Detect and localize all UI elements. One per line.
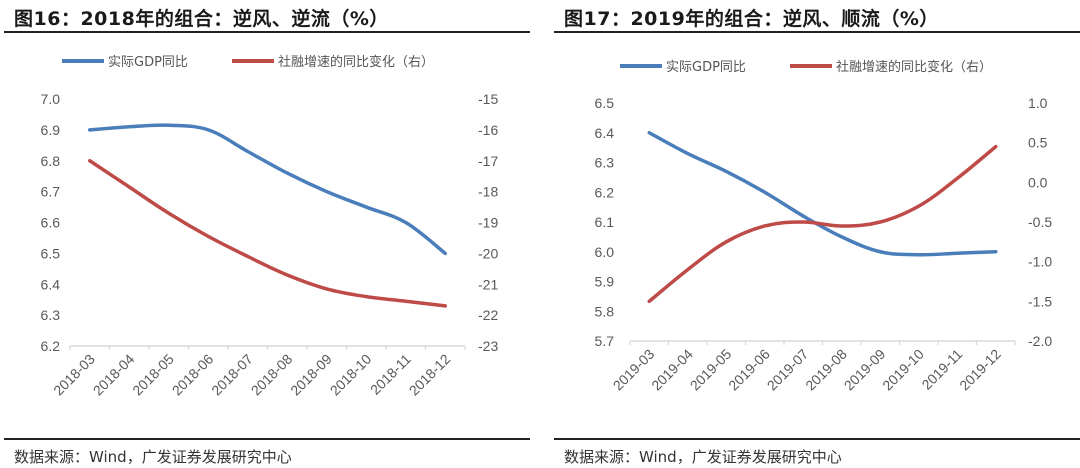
- y-right-tick-label: -0.5: [1028, 214, 1052, 230]
- x-tick-label: 2018-03: [50, 351, 98, 399]
- y-right-tick-label: 0.5: [1028, 135, 1048, 151]
- y-left-tick-label: 6.2: [41, 338, 61, 354]
- y-left-tick-label: 6.9: [41, 122, 61, 138]
- y-right-tick-label: -23: [478, 338, 498, 354]
- x-tick-label: 2018-04: [90, 351, 138, 399]
- x-tick-label: 2019-04: [648, 346, 696, 394]
- source-note: 数据来源：Wind，广发证券发展研究中心: [564, 448, 842, 466]
- y-left-tick-label: 6.3: [41, 307, 61, 323]
- y-left-tick-label: 6.4: [595, 125, 615, 141]
- source-rule: [4, 438, 530, 440]
- series-line-gdp: [88, 123, 447, 256]
- y-left-tick-label: 5.9: [595, 274, 615, 290]
- y-right-tick-label: -22: [478, 307, 498, 323]
- y-left-tick-label: 5.8: [595, 303, 615, 319]
- source-note: 数据来源：Wind，广发证券发展研究中心: [14, 448, 292, 466]
- y-right-tick-label: -18: [478, 184, 498, 200]
- y-left-tick-label: 6.5: [41, 245, 61, 261]
- x-tick-label: 2018-06: [169, 351, 217, 399]
- title-rule: [554, 31, 1080, 33]
- x-tick-label: 2019-05: [687, 346, 735, 394]
- x-tick-label: 2018-09: [287, 351, 335, 399]
- y-left-tick-label: 6.0: [595, 244, 615, 260]
- chart-panel-2019: 图17：2019年的组合：逆风、顺流（%） 实际GDP同比 社融增速的同比变化（右…: [550, 0, 1080, 468]
- y-left-tick-label: 6.1: [595, 214, 615, 230]
- y-right-tick-label: 1.0: [1028, 95, 1048, 111]
- legend-label-tsf: 社融增速的同比变化（右）: [278, 54, 434, 70]
- series-line-tsf: [88, 159, 447, 308]
- x-tick-label: 2018-12: [406, 351, 454, 399]
- legend-label-gdp: 实际GDP同比: [666, 60, 746, 75]
- series-line-gdp: [647, 131, 998, 257]
- y-left-tick-label: 5.7: [595, 333, 615, 349]
- y-right-tick-label: -16: [478, 122, 498, 138]
- x-tick-label: 2018-08: [248, 351, 296, 399]
- y-right-tick-label: 0.0: [1028, 174, 1048, 190]
- chart-title: 图17：2019年的组合：逆风、顺流（%）: [564, 8, 939, 30]
- x-tick-label: 2018-11: [367, 351, 414, 398]
- chart-title: 图16：2018年的组合：逆风、逆流（%）: [14, 8, 389, 30]
- y-right-tick-label: -1.5: [1028, 293, 1052, 309]
- source-rule: [554, 438, 1080, 440]
- y-left-tick-label: 6.7: [41, 184, 61, 200]
- x-tick-label: 2018-05: [129, 351, 177, 399]
- x-tick-label: 2019-09: [841, 346, 889, 394]
- x-tick-label: 2019-07: [764, 346, 812, 394]
- title-rule: [4, 31, 530, 33]
- chart-2018: 实际GDP同比 社融增速的同比变化（右） 7.0 6.9 6.8 6.7 6.6 6.5 6.4…: [41, 54, 499, 399]
- x-tick-label: 2018-10: [327, 351, 375, 399]
- x-tick-label: 2019-10: [879, 346, 927, 394]
- legend-label-gdp: 实际GDP同比: [108, 55, 188, 70]
- series-line-tsf: [647, 144, 998, 304]
- y-left-tick-label: 6.8: [41, 153, 61, 169]
- y-right-tick-label: -21: [478, 276, 498, 292]
- y-left-tick-label: 7.0: [41, 91, 61, 107]
- y-right-tick-label: -17: [478, 153, 498, 169]
- legend-label-tsf: 社融增速的同比变化（右）: [836, 59, 992, 75]
- y-right-tick-label: -15: [478, 91, 498, 107]
- y-left-tick-label: 6.5: [595, 95, 615, 111]
- chart-panel-2018: 图16：2018年的组合：逆风、逆流（%） 实际GDP同比 社融增速的同比变化（右…: [0, 0, 530, 468]
- y-left-tick-label: 6.4: [41, 276, 61, 292]
- y-left-tick-label: 6.2: [595, 184, 615, 200]
- x-tick-label: 2018-07: [208, 351, 256, 399]
- chart-2019: 实际GDP同比 社融增速的同比变化（右） 6.5 6.4 6.3 6.2 6.1 6.0 5.9…: [595, 59, 1053, 394]
- x-tick-label: 2019-12: [956, 346, 1004, 394]
- x-tick-label: 2019-06: [725, 346, 773, 394]
- x-tick-label: 2019-08: [802, 346, 850, 394]
- y-right-tick-label: -2.0: [1028, 333, 1052, 349]
- y-right-tick-label: -19: [478, 215, 498, 231]
- y-right-tick-label: -1.0: [1028, 254, 1052, 270]
- y-left-tick-label: 6.6: [41, 215, 61, 231]
- y-right-tick-label: -20: [478, 245, 498, 261]
- x-tick-label: 2019-03: [610, 346, 658, 394]
- y-left-tick-label: 6.3: [595, 155, 615, 171]
